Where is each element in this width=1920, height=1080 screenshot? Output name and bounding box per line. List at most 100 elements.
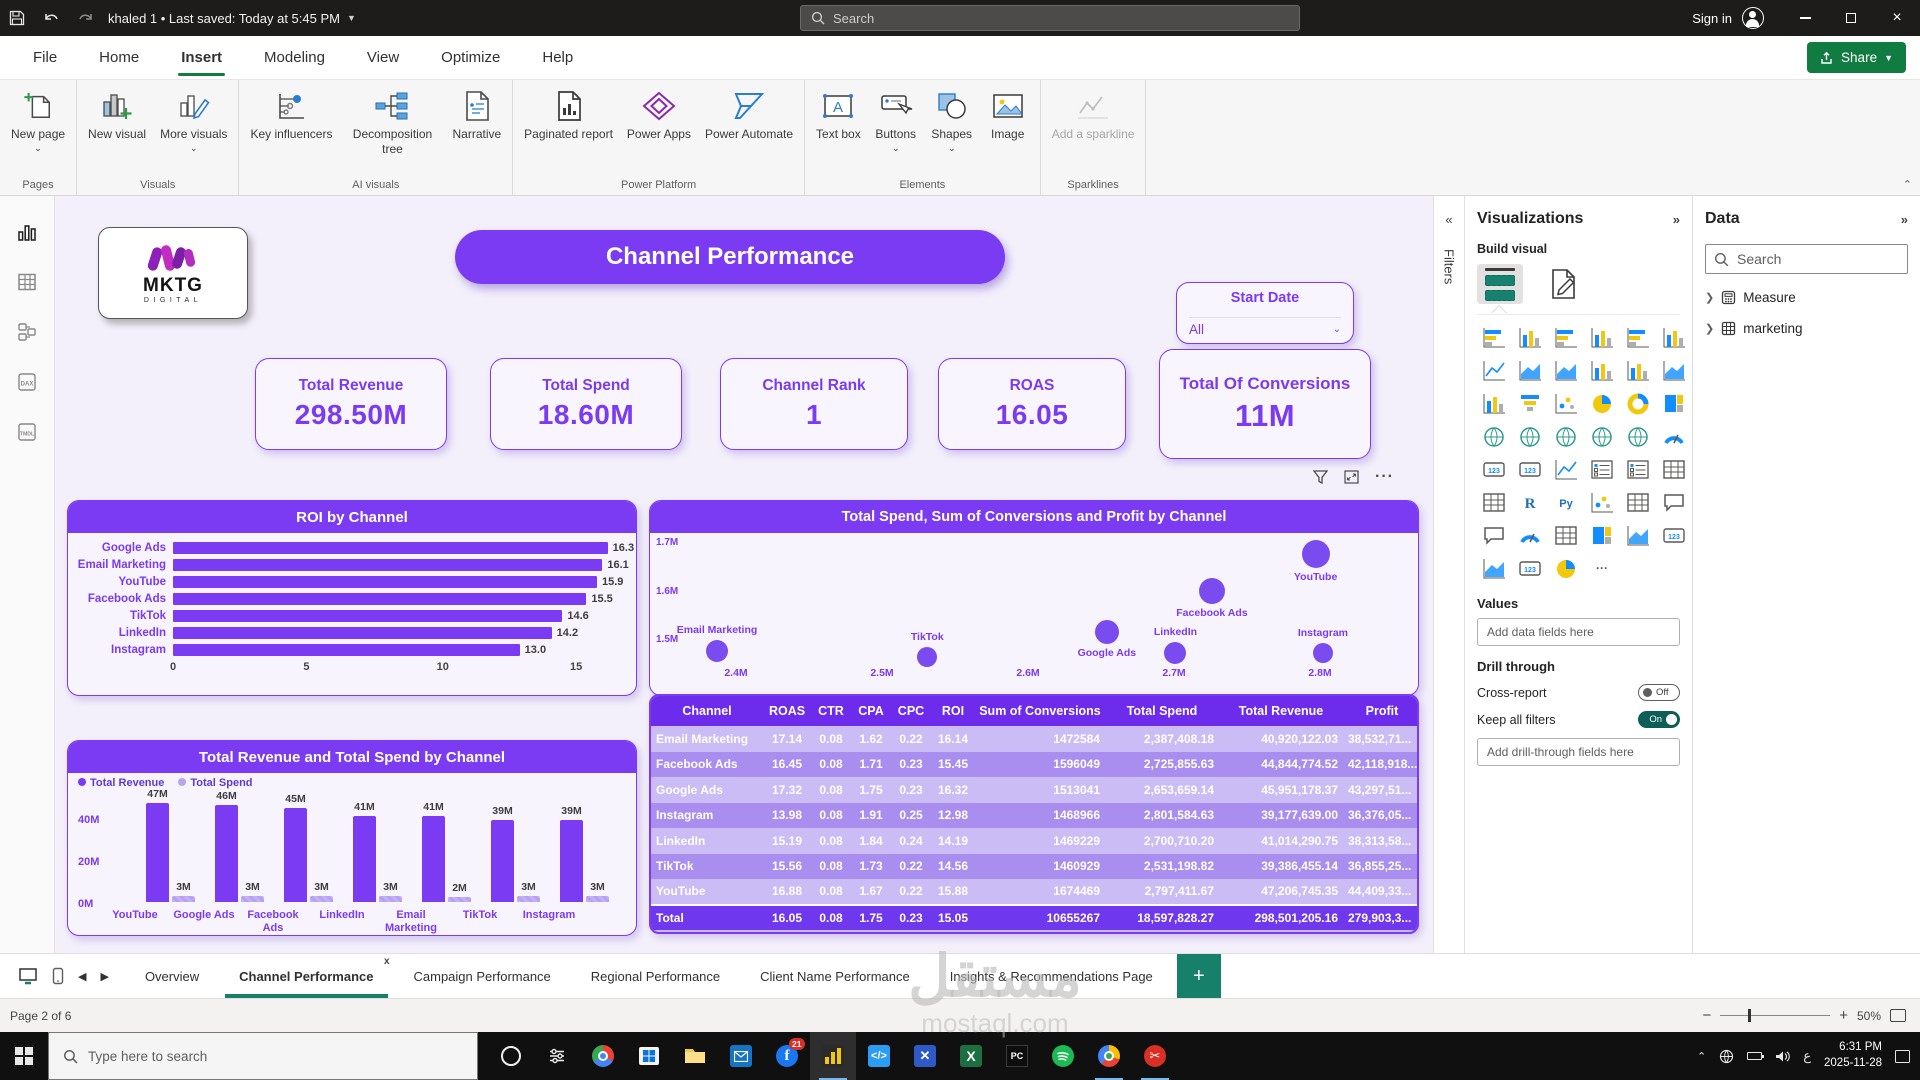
- column-header[interactable]: Channel: [651, 696, 763, 726]
- sign-in-link[interactable]: Sign in: [1692, 10, 1732, 26]
- page-tab-overview[interactable]: Overview: [144, 968, 200, 984]
- visual-type-image-visual-icon[interactable]: [1477, 554, 1510, 583]
- ribbon-collapse-icon[interactable]: ⌃: [1902, 179, 1912, 191]
- visual-type-stacked-area-icon[interactable]: [1549, 356, 1582, 385]
- visual-type-new-slicer-icon[interactable]: [1621, 455, 1654, 484]
- roi-bar-row[interactable]: LinkedIn 14.2: [68, 624, 636, 641]
- table-row[interactable]: Facebook Ads 16.45 0.08 1.71 0.23 15.45 159604…: [651, 751, 1417, 777]
- data-search-input[interactable]: Search: [1705, 244, 1908, 274]
- ribbon-button-more-visuals[interactable]: More visuals ⌄: [153, 86, 234, 156]
- kpi-card-channel-rank[interactable]: Channel Rank 1: [720, 358, 908, 450]
- save-icon[interactable]: [0, 0, 34, 36]
- fit-to-page-icon[interactable]: [1890, 1009, 1906, 1022]
- column-header[interactable]: Profit: [1343, 696, 1417, 726]
- visual-type-filled-map-icon[interactable]: [1513, 422, 1546, 451]
- taskbar-icon-visual-studio[interactable]: ✕: [902, 1032, 948, 1080]
- revenue-spend-by-channel-chart[interactable]: Total Revenue and Total Spend by Channel…: [67, 740, 637, 936]
- battery-icon[interactable]: [1747, 1052, 1765, 1060]
- account-avatar-icon[interactable]: [1742, 7, 1764, 29]
- visual-type-area-icon[interactable]: [1513, 356, 1546, 385]
- page-tab-campaign-performance[interactable]: Campaign Performance: [413, 968, 551, 984]
- title-caret-icon[interactable]: ▼: [346, 13, 356, 23]
- roi-bar-row[interactable]: Email Marketing 16.1: [68, 556, 636, 573]
- undo-icon[interactable]: [34, 0, 68, 36]
- roi-bar-row[interactable]: Google Ads 16.3: [68, 539, 636, 556]
- start-button[interactable]: [0, 1032, 48, 1080]
- document-title[interactable]: khaled 1 • Last saved: Today at 5:45 PM: [108, 10, 340, 26]
- notification-center-icon[interactable]: [1895, 1049, 1910, 1063]
- column-header[interactable]: ROI: [931, 696, 975, 726]
- taskbar-icon-microsoft-store[interactable]: [626, 1032, 672, 1080]
- visual-type-stacked-column-icon[interactable]: [1513, 323, 1546, 352]
- ribbon-button-power-automate[interactable]: Power Automate: [698, 86, 800, 144]
- roi-bar-row[interactable]: YouTube 15.9: [68, 573, 636, 590]
- column-header[interactable]: CPC: [891, 696, 931, 726]
- visual-type-100-stacked-column-icon[interactable]: [1657, 323, 1690, 352]
- ribbon-button-add-a-sparkline[interactable]: Add a sparkline: [1045, 86, 1142, 144]
- visual-type-narrative-visual-icon[interactable]: [1477, 521, 1510, 550]
- kpi-card-total-spend[interactable]: Total Spend 18.60M: [490, 358, 682, 450]
- ribbon-button-decomposition-tree[interactable]: Decomposition tree: [339, 86, 445, 159]
- close-tab-icon[interactable]: x: [383, 956, 390, 967]
- bar-group-google-ads[interactable]: 46M 3M: [215, 790, 264, 902]
- table-row[interactable]: YouTube 16.88 0.08 1.67 0.22 15.88 1674469 2,79…: [651, 879, 1417, 905]
- visual-type-map-icon[interactable]: [1477, 422, 1510, 451]
- filter-icon[interactable]: [1313, 470, 1328, 484]
- show-hidden-icons[interactable]: ⌃: [1697, 1050, 1707, 1063]
- share-button[interactable]: Share ▼: [1807, 42, 1906, 73]
- keep-all-filters-toggle[interactable]: On: [1638, 711, 1680, 728]
- roi-by-channel-chart[interactable]: ROI by Channel Google Ads 16.3 Email Marke…: [67, 500, 637, 696]
- channel-metrics-table[interactable]: Channel ROAS CTR CPA CPC ROI Sum of Conversion…: [649, 694, 1419, 934]
- chevron-right-icon[interactable]: ❯: [1705, 292, 1715, 304]
- bar-group-email-marketing[interactable]: 41M 2M: [422, 801, 471, 902]
- visual-type-ribbon-icon[interactable]: [1657, 356, 1690, 385]
- focus-mode-icon[interactable]: [1344, 470, 1359, 484]
- next-page-icon[interactable]: ▶: [100, 970, 109, 983]
- visual-type-scorecard-icon[interactable]: 123: [1657, 521, 1690, 550]
- format-visual-mode-button[interactable]: [1549, 268, 1579, 300]
- visual-type-funnel-icon[interactable]: [1513, 389, 1546, 418]
- ribbon-button-paginated-report[interactable]: Paginated report: [517, 86, 620, 144]
- clock[interactable]: 6:31 PM 2025-11-28: [1824, 1041, 1882, 1069]
- ribbon-button-power-apps[interactable]: Power Apps: [620, 86, 698, 144]
- scatter-point-facebook-ads[interactable]: [1198, 578, 1225, 605]
- kpi-card-total-of-conversions[interactable]: Total Of Conversions 11M: [1159, 349, 1371, 459]
- table-row[interactable]: LinkedIn 15.19 0.08 1.84 0.24 14.19 1469229 2,7…: [651, 828, 1417, 854]
- close-button[interactable]: ×: [1892, 9, 1902, 26]
- redo-icon[interactable]: [68, 0, 102, 36]
- volume-icon[interactable]: [1775, 1050, 1791, 1063]
- more-options-icon[interactable]: ···: [1375, 468, 1394, 485]
- visual-type-donut-icon[interactable]: [1621, 389, 1654, 418]
- data-tree-item-marketing[interactable]: ❯ marketing: [1705, 321, 1803, 336]
- taskbar-icon-pycharm[interactable]: PC: [994, 1032, 1040, 1080]
- table-row[interactable]: Email Marketing 17.14 0.08 1.62 0.22 16.14 147…: [651, 726, 1417, 752]
- visual-type-power-apps-visual-icon[interactable]: [1585, 521, 1618, 550]
- tmdl-view-icon[interactable]: TMDL: [17, 422, 37, 442]
- taskbar-icon-file-explorer[interactable]: [672, 1032, 718, 1080]
- scatter-point-youtube[interactable]: [1301, 539, 1330, 568]
- taskbar-icon-excel[interactable]: X: [948, 1032, 994, 1080]
- bar-group-instagram[interactable]: 39M 3M: [560, 805, 609, 902]
- column-header[interactable]: CPA: [851, 696, 891, 726]
- menu-tab-help[interactable]: Help: [542, 49, 574, 66]
- visual-type-decomposition-tree-visual-icon[interactable]: [1621, 488, 1654, 517]
- taskbar-icon-power-bi[interactable]: [810, 1032, 856, 1080]
- visual-type-gauge-icon[interactable]: [1657, 422, 1690, 451]
- scatter-point-tiktok[interactable]: [917, 646, 938, 667]
- visual-type-shape-map-icon[interactable]: [1549, 422, 1582, 451]
- spend-conversions-profit-chart[interactable]: Total Spend, Sum of Conversions and Prof…: [649, 500, 1419, 696]
- kpi-card-total-revenue[interactable]: Total Revenue 298.50M: [255, 358, 447, 450]
- visual-type-kpi-icon[interactable]: [1549, 455, 1582, 484]
- page-tab-insights-recommendations-page[interactable]: Insights & Recommendations Page: [949, 968, 1153, 984]
- visual-type-buttons-visual-icon[interactable]: 123: [1513, 554, 1546, 583]
- collapse-pane-icon[interactable]: »: [1672, 211, 1680, 227]
- taskbar-search-input[interactable]: Type here to search: [48, 1032, 478, 1080]
- desktop-layout-icon[interactable]: [18, 967, 38, 985]
- visual-type-shapes-visual-icon[interactable]: [1549, 554, 1582, 583]
- table-row[interactable]: Total 16.05 0.08 1.75 0.23 15.05 10655267 18,59…: [651, 903, 1417, 930]
- filters-pane-label[interactable]: Filters: [1441, 249, 1457, 285]
- roi-bar-row[interactable]: Facebook Ads 15.5: [68, 590, 636, 607]
- visual-type-line-clustered-column-icon[interactable]: [1621, 356, 1654, 385]
- chevron-down-icon[interactable]: ⌄: [1332, 324, 1341, 335]
- mobile-layout-icon[interactable]: [52, 967, 64, 985]
